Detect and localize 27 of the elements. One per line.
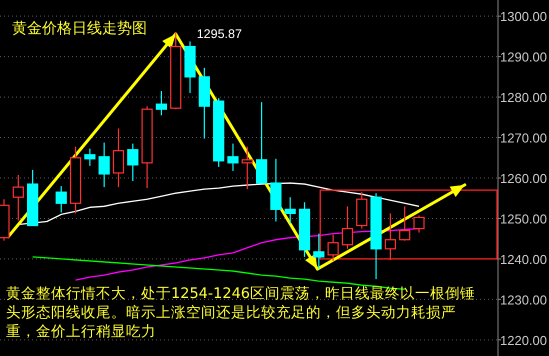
y-tick-label: 1220.00 — [500, 332, 547, 348]
candlestick — [242, 146, 253, 190]
candlestick — [98, 142, 110, 188]
y-tick-label: 1300.00 — [500, 9, 547, 24]
annotation: 1295.87 — [196, 26, 242, 41]
annotation: 黄金整体行情不大，处于1254-1246区间震荡，昨日线最终以一根倒锤头形态阳线收尾。暗示上涨空间还是比较充足的，但多头动力耗损严重，金价上行稍显吃力 — [6, 285, 476, 342]
candlestick — [56, 185, 67, 213]
candlestick — [12, 174, 24, 222]
candlestick — [198, 67, 210, 140]
candlestick — [384, 212, 396, 261]
y-tick-label: 1260.00 — [500, 171, 547, 186]
y-tick-label: 1290.00 — [500, 50, 547, 65]
candlestick — [127, 143, 138, 182]
y-tick-label: 1250.00 — [500, 211, 547, 226]
y-tick-label: 1270.00 — [500, 130, 547, 146]
candlestick — [356, 192, 368, 230]
candlestick — [270, 158, 282, 222]
y-tick-label: 1240.00 — [500, 252, 547, 267]
line-series — [18, 182, 420, 226]
y-tick-label: 1230.00 — [500, 292, 547, 308]
candlestick — [112, 128, 124, 188]
text: 黄金价格日线走势图 — [12, 19, 147, 37]
candlestick — [284, 196, 296, 224]
candlestick — [213, 98, 224, 168]
y-tick-label: 1280.00 — [500, 90, 547, 106]
candlestick — [70, 146, 82, 214]
candlestick — [313, 233, 324, 270]
